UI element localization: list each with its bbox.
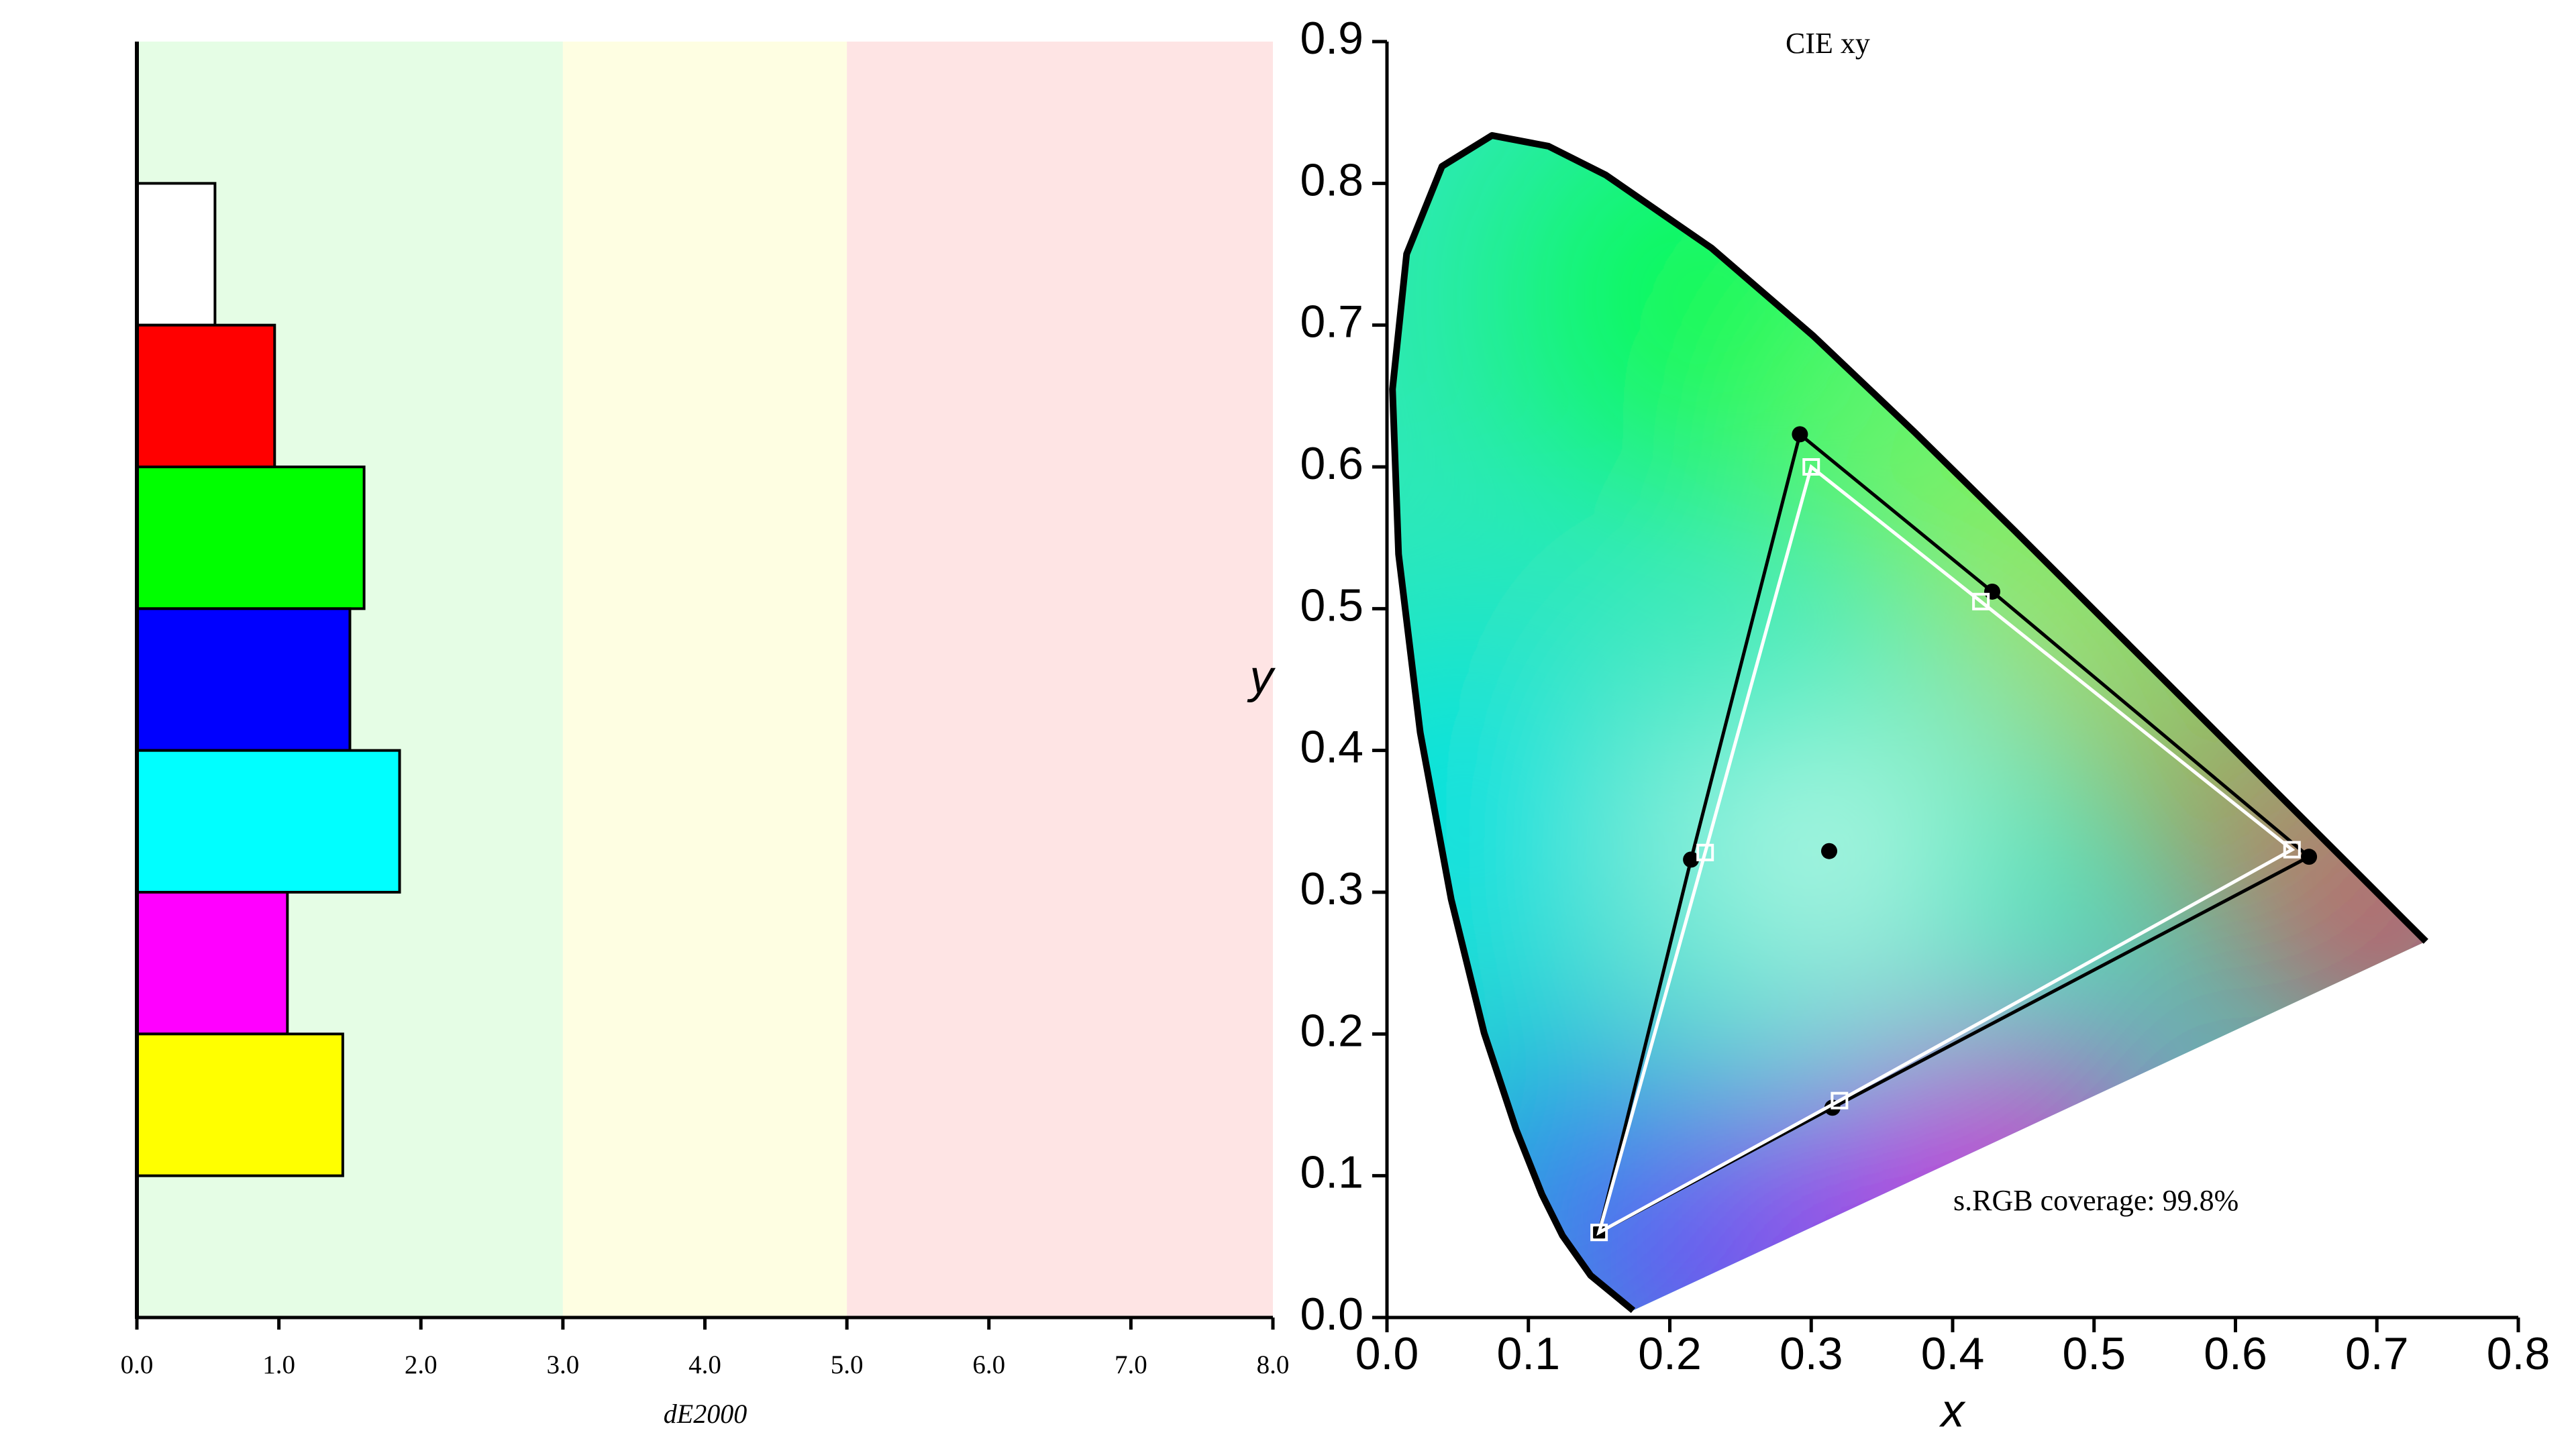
y-axis-label: y <box>1247 650 1276 702</box>
zone <box>562 42 847 1318</box>
color-blob <box>1392 647 1633 996</box>
chart-title: CIE xy <box>1786 27 1870 60</box>
y-tick-label: 0.0 <box>1300 1289 1363 1340</box>
point <box>1792 426 1808 443</box>
point <box>1831 1091 1849 1110</box>
x-tick-label: 1.0 <box>262 1350 295 1379</box>
x-tick-label: 0.0 <box>1355 1328 1419 1379</box>
x-tick-label: 3.0 <box>547 1350 580 1379</box>
gamut-fill <box>1392 135 2426 1311</box>
y-tick-label: 0.9 <box>1300 13 1363 64</box>
y-tick-label: 0.5 <box>1300 580 1363 631</box>
x-tick-label: 0.4 <box>1921 1328 1985 1379</box>
y-tick-label: 0.7 <box>1300 297 1363 347</box>
bar <box>136 891 289 1036</box>
x-tick-label: 7.0 <box>1115 1350 1147 1379</box>
y-tick-label: 0.8 <box>1300 154 1363 205</box>
bar <box>136 1032 344 1177</box>
bar <box>136 607 352 752</box>
y-tick-label: 0.6 <box>1300 438 1363 489</box>
point <box>1590 1224 1608 1242</box>
zone <box>847 42 1273 1318</box>
point <box>2283 841 2301 859</box>
x-tick-label: 0.5 <box>2062 1328 2126 1379</box>
point <box>1972 592 1990 610</box>
color-blob <box>1965 536 2167 738</box>
color-blob <box>2271 800 2426 1069</box>
x-tick-label: 0.8 <box>2487 1328 2551 1379</box>
x-tick-label: 0.1 <box>1496 1328 1560 1379</box>
point <box>1984 583 2001 600</box>
bar <box>136 749 401 894</box>
y-tick-label: 0.2 <box>1300 1005 1363 1056</box>
x-tick-label: 0.0 <box>121 1350 154 1379</box>
point <box>1683 851 1700 868</box>
x-tick-label: 8.0 <box>1257 1350 1290 1379</box>
color-blob <box>1549 1197 1791 1311</box>
point <box>1696 843 1714 861</box>
x-tick-label: 0.2 <box>1638 1328 1702 1379</box>
x-tick-label: 5.0 <box>831 1350 864 1379</box>
x-axis-label: dE2000 <box>664 1399 747 1429</box>
y-tick-label: 0.3 <box>1300 863 1363 914</box>
x-axis-label: x <box>1939 1384 1967 1436</box>
x-tick-label: 2.0 <box>405 1350 437 1379</box>
x-tick-label: 0.3 <box>1780 1328 1843 1379</box>
spectral-locus <box>1389 131 2428 1313</box>
gamut-triangle <box>1596 464 2296 1236</box>
x-tick-label: 0.7 <box>2345 1328 2409 1379</box>
bar <box>136 323 276 468</box>
x-tick-label: 4.0 <box>688 1350 721 1379</box>
y-tick-label: 0.1 <box>1300 1147 1363 1198</box>
point <box>2301 849 2318 865</box>
x-tick-label: 0.6 <box>2204 1328 2267 1379</box>
point <box>1821 843 1838 859</box>
bar <box>136 466 366 610</box>
y-tick-label: 0.4 <box>1300 722 1363 773</box>
point <box>1802 458 1820 476</box>
color-blob <box>1733 1083 1975 1311</box>
bar <box>136 182 217 327</box>
annotation: s.RGB coverage: 99.8% <box>1953 1184 2238 1217</box>
color-blob <box>1523 135 1873 472</box>
x-tick-label: 6.0 <box>972 1350 1005 1379</box>
